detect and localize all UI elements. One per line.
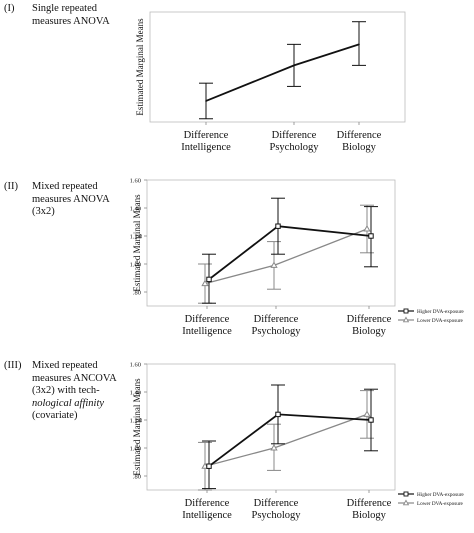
data-point — [368, 417, 374, 423]
series-line — [204, 228, 368, 285]
data-point — [275, 411, 281, 418]
legend-label: Higher DVA-exposure — [417, 309, 464, 315]
x-tick-label: Intelligence — [182, 326, 232, 337]
series-1 — [202, 384, 378, 490]
data-point — [201, 279, 209, 287]
data-point — [368, 233, 374, 239]
chart-2: .80 1.00 1.20 1.40 1.60 Estimated Marginal Me… — [130, 178, 465, 338]
panel-3-number: (III) — [4, 360, 22, 371]
series-line — [205, 43, 360, 102]
data-point — [275, 223, 281, 229]
panel-3-desc-line: nological affinity — [32, 397, 105, 409]
legend-marker — [402, 499, 410, 506]
y-axis-label: Estimated Marginal Means — [132, 378, 142, 476]
x-tick-label: Difference — [254, 314, 299, 325]
data-point — [206, 276, 212, 283]
panel-1-description: Single repeated measures ANOVA — [32, 3, 110, 28]
panel-3-desc-line: Mixed repeated — [32, 360, 98, 371]
y-tick-label: .80 — [133, 290, 141, 297]
series-2 — [198, 204, 374, 304]
x-tick-label: Difference — [254, 498, 299, 509]
x-tick-label: Difference — [184, 130, 229, 141]
legend-marker — [403, 308, 409, 314]
series-1 — [199, 21, 366, 120]
y-tick-label: 1.20 — [130, 234, 141, 241]
plot-frame — [146, 363, 396, 491]
legend-label: Lower DVA-exposure — [417, 501, 464, 507]
x-tick-label: Biology — [352, 326, 387, 337]
panel-3-desc-line: (3x2) with tech- — [32, 385, 100, 396]
y-tick-label: 1.00 — [130, 262, 141, 269]
legend-label: Higher DVA-exposure — [417, 492, 464, 498]
y-tick-label: 1.60 — [130, 178, 141, 185]
panel-1-desc-line: Single repeated — [32, 3, 98, 14]
series-1 — [202, 197, 378, 304]
y-tick-label: 1.60 — [130, 362, 141, 369]
data-point — [363, 410, 371, 417]
data-point — [270, 443, 278, 451]
x-tick-label: Psychology — [251, 326, 301, 337]
panel-3-desc-line: (covariate) — [32, 410, 78, 421]
y-tick-label: 1.00 — [130, 446, 141, 453]
plot-frame — [146, 179, 396, 307]
x-tick-label: Psychology — [269, 142, 319, 153]
panel-3-description: Mixed repeated measures ANCOVA (3x2) wit… — [32, 360, 117, 423]
y-tick-label: 1.20 — [130, 418, 141, 425]
y-tick-label: 1.40 — [130, 206, 141, 213]
x-tick-label: Intelligence — [181, 142, 231, 153]
x-tick-label: Difference — [337, 130, 382, 141]
x-tick-label: Difference — [185, 498, 230, 509]
data-point — [205, 100, 207, 102]
x-tick-label: Biology — [342, 142, 377, 153]
chart-1: Estimated Marginal MeansDifferenceIntell… — [135, 11, 406, 153]
x-tick-label: Difference — [347, 314, 392, 325]
x-tick-label: Intelligence — [182, 510, 232, 521]
panel-2-description: Mixed repeated measures ANOVA (3x2) — [32, 181, 110, 219]
chart-3: .80 1.00 1.20 1.40 1.60 Estimated Marginal Me… — [130, 362, 465, 522]
y-axis-label: Estimated Marginal Means — [132, 194, 142, 292]
panel-1-desc-line: measures ANOVA — [32, 15, 110, 27]
legend-label: Lower DVA-exposure — [417, 318, 464, 324]
data-point — [363, 224, 371, 232]
x-tick-label: Psychology — [251, 510, 301, 521]
legend-marker — [402, 316, 410, 323]
y-tick-label: .80 — [133, 474, 141, 481]
panel-2-desc-line: Mixed repeated — [32, 181, 98, 192]
series-line — [208, 225, 372, 281]
data-point — [293, 64, 295, 67]
legend-marker — [403, 491, 409, 497]
legend: Higher DVA-exposure Lower DVA-exposure — [398, 491, 464, 507]
x-tick-label: Difference — [185, 314, 230, 325]
data-point — [358, 43, 360, 46]
legend: Higher DVA-exposure Lower DVA-exposure — [398, 308, 464, 324]
series-2 — [198, 390, 374, 491]
panel-2-number: (II) — [4, 181, 18, 192]
data-point — [270, 261, 278, 268]
data-point — [206, 463, 212, 469]
x-tick-label: Difference — [272, 130, 317, 141]
panel-2-desc-line: (3x2) — [32, 206, 55, 217]
x-tick-label: Difference — [347, 498, 392, 509]
y-axis-label: Estimated Marginal Means — [135, 18, 145, 116]
y-tick-label: 1.40 — [130, 390, 141, 397]
plot-frame — [149, 11, 406, 123]
panel-3-desc-line: measures ANCOVA — [32, 372, 117, 384]
panel-1-number: (I) — [4, 3, 15, 14]
x-tick-label: Biology — [352, 510, 387, 521]
panel-2-desc-line: measures ANOVA — [32, 193, 110, 205]
series-line — [204, 413, 368, 467]
